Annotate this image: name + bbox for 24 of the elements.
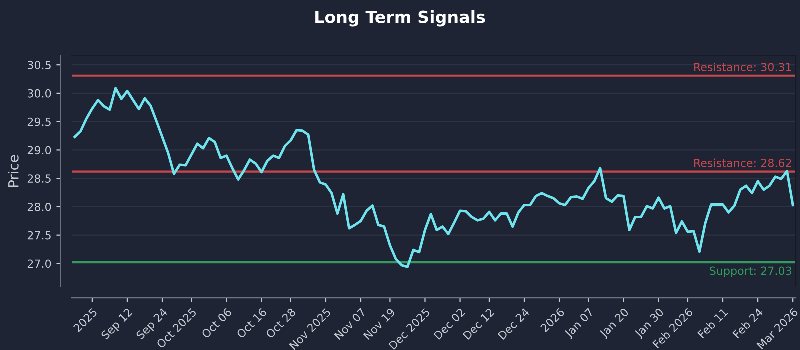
ref-line-label: Support: 27.03 bbox=[710, 266, 792, 278]
y-tick-label: 27.5 bbox=[28, 231, 51, 240]
y-tick-label: 28.5 bbox=[28, 174, 51, 183]
ref-line-label: Resistance: 28.62 bbox=[694, 158, 792, 168]
y-tick-label: 28.0 bbox=[28, 202, 52, 212]
x-tick-label: Oct 16 bbox=[236, 308, 268, 339]
x-tick-label: Jan 07 bbox=[564, 308, 596, 340]
y-tick-label: 27.0 bbox=[28, 260, 52, 268]
x-tick-label: Feb 11 bbox=[697, 308, 728, 339]
y-tick-label: 30.5 bbox=[28, 61, 51, 70]
y-tick-label: 29.5 bbox=[28, 118, 51, 126]
y-axis-title: Price bbox=[8, 155, 19, 188]
x-tick-label: Dec 24 bbox=[498, 308, 530, 340]
x-tick-label: Sep 12 bbox=[100, 308, 134, 342]
y-tick-label: 29.0 bbox=[28, 146, 52, 155]
x-tick-label: Jan 20 bbox=[598, 308, 631, 340]
y-tick-label: 30.0 bbox=[28, 89, 52, 98]
x-tick-label: Nov 19 bbox=[363, 308, 396, 340]
x-tick-label: Oct 06 bbox=[201, 308, 232, 339]
chart-title: Long Term Signals bbox=[316, 10, 486, 27]
x-tick-label: Oct 28 bbox=[265, 308, 296, 339]
line-series bbox=[74, 87, 794, 268]
ref-line-label: Resistance: 30.31 bbox=[694, 62, 792, 72]
x-tick-label: Feb 24 bbox=[732, 308, 764, 339]
